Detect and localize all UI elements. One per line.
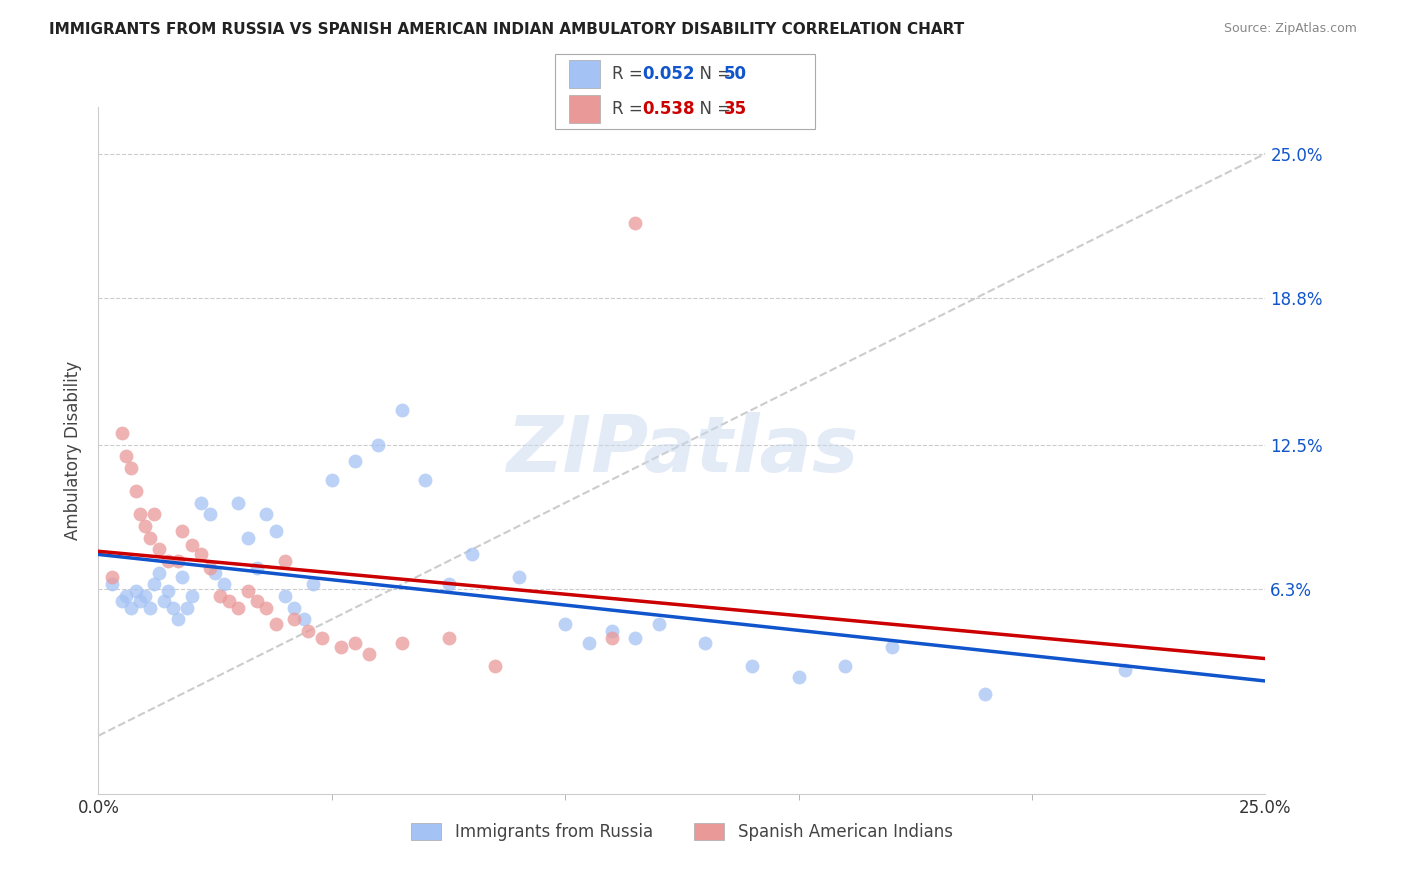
Point [228, 600, 250, 615]
Point [413, 473, 436, 487]
Point [554, 616, 576, 631]
Point [292, 612, 315, 626]
Point [200, 508, 222, 522]
Text: R =: R = [612, 100, 648, 118]
Point [166, 554, 188, 568]
Point [437, 577, 460, 591]
Point [880, 640, 903, 655]
Point [391, 635, 413, 649]
Text: Source: ZipAtlas.com: Source: ZipAtlas.com [1223, 22, 1357, 36]
Point [190, 496, 212, 510]
Point [344, 635, 367, 649]
Point [148, 542, 170, 557]
Point [125, 584, 148, 599]
Point [101, 570, 124, 584]
Point [120, 461, 142, 475]
Point [246, 593, 269, 607]
Point [172, 524, 194, 538]
Point [741, 658, 763, 673]
Point [484, 658, 506, 673]
Point [274, 589, 297, 603]
Text: IMMIGRANTS FROM RUSSIA VS SPANISH AMERICAN INDIAN AMBULATORY DISABILITY CORRELAT: IMMIGRANTS FROM RUSSIA VS SPANISH AMERIC… [49, 22, 965, 37]
Point [437, 631, 460, 645]
Point [600, 624, 623, 638]
Point [204, 566, 226, 580]
Point [190, 547, 212, 561]
Point [129, 593, 152, 607]
Point [139, 531, 162, 545]
Point [344, 454, 367, 468]
Point [111, 425, 134, 440]
Point [208, 589, 231, 603]
Point [176, 600, 198, 615]
Point [1114, 664, 1136, 678]
Point [321, 473, 343, 487]
Point [264, 616, 287, 631]
Point [391, 402, 413, 417]
Point [624, 217, 647, 231]
Point [139, 600, 162, 615]
Legend: Immigrants from Russia, Spanish American Indians: Immigrants from Russia, Spanish American… [405, 816, 959, 847]
Point [578, 635, 600, 649]
Point [834, 658, 856, 673]
Point [120, 600, 142, 615]
Point [228, 496, 250, 510]
Point [162, 600, 184, 615]
Point [101, 577, 124, 591]
Point [283, 600, 305, 615]
Point [274, 554, 297, 568]
Point [246, 561, 269, 575]
Text: R =: R = [612, 65, 648, 83]
Point [256, 508, 278, 522]
Point [115, 450, 138, 464]
Point [787, 670, 810, 684]
Point [143, 508, 166, 522]
Point [974, 687, 997, 701]
Point [172, 570, 194, 584]
Point [302, 577, 325, 591]
Text: N =: N = [689, 100, 737, 118]
Point [143, 577, 166, 591]
Point [157, 584, 180, 599]
Point [461, 547, 484, 561]
Point [115, 589, 138, 603]
Point [134, 519, 156, 533]
Point [624, 631, 647, 645]
Point [695, 635, 717, 649]
Point [218, 593, 240, 607]
Point [647, 616, 669, 631]
Point [111, 593, 134, 607]
Point [125, 484, 148, 499]
Point [157, 554, 180, 568]
Point [256, 600, 278, 615]
Point [236, 584, 259, 599]
Point [330, 640, 353, 655]
Point [166, 612, 188, 626]
Point [359, 647, 381, 661]
Point [600, 631, 623, 645]
Point [236, 531, 259, 545]
Point [367, 437, 389, 451]
Y-axis label: Ambulatory Disability: Ambulatory Disability [63, 361, 82, 540]
Point [134, 589, 156, 603]
Text: 0.052: 0.052 [643, 65, 695, 83]
Text: 35: 35 [724, 100, 747, 118]
Text: 50: 50 [724, 65, 747, 83]
Point [264, 524, 287, 538]
Text: ZIPatlas: ZIPatlas [506, 412, 858, 489]
Text: 0.538: 0.538 [643, 100, 695, 118]
Point [214, 577, 236, 591]
Point [311, 631, 333, 645]
Point [200, 561, 222, 575]
Point [508, 570, 530, 584]
Point [152, 593, 174, 607]
Point [180, 538, 202, 552]
Point [148, 566, 170, 580]
Point [180, 589, 202, 603]
Point [297, 624, 319, 638]
Point [283, 612, 305, 626]
Point [129, 508, 152, 522]
Text: N =: N = [689, 65, 737, 83]
